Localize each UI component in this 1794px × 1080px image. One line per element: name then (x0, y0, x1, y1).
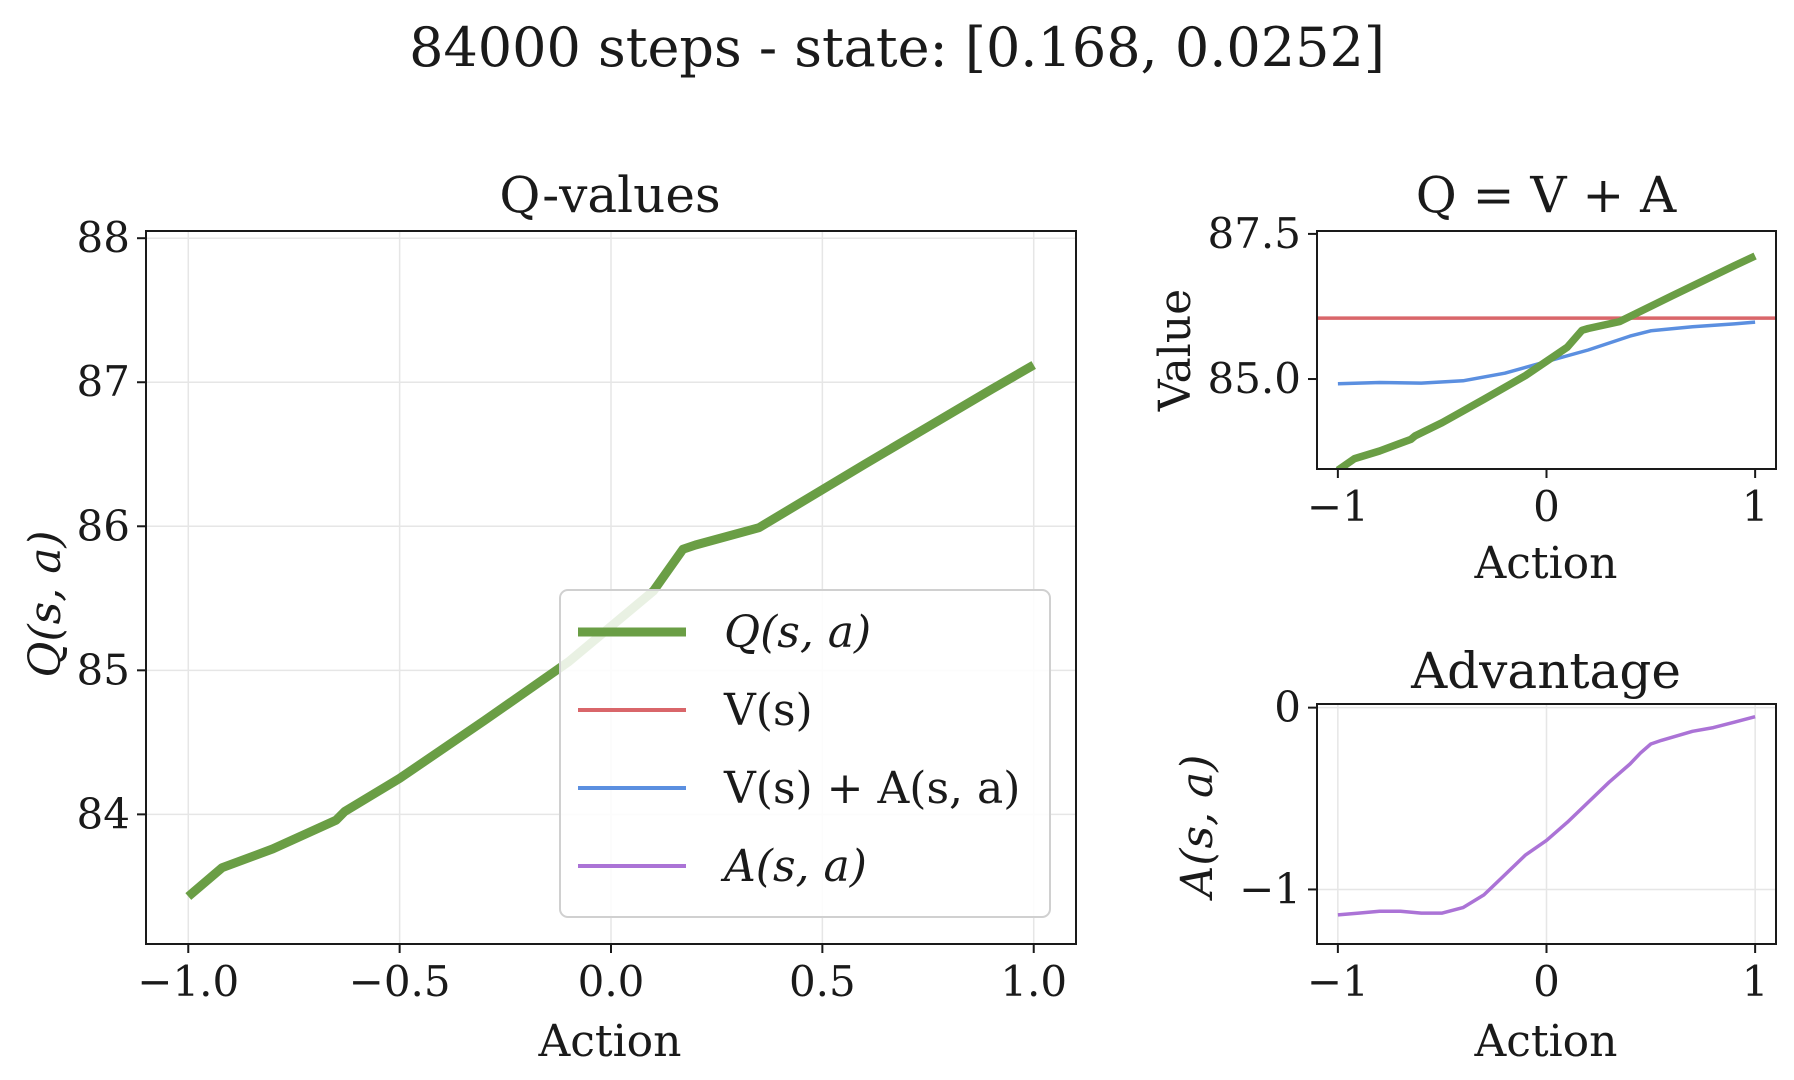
qvalues-ytick-label: 86 (77, 501, 130, 550)
decomp-title: Q = V + A (1416, 166, 1677, 224)
qvalues-xtick-label: 0.0 (578, 957, 645, 1006)
qvalues-title: Q-values (499, 166, 720, 224)
qvalues-xlabel: Action (538, 1016, 682, 1067)
advantage-xtick-label: 1 (1742, 957, 1769, 1006)
decomp-xlabel: Action (1474, 538, 1618, 589)
legend: Q(s, a) V(s) V(s) + A(s, a) A(s, a) (559, 589, 1051, 918)
qvalues-xtick-label: 0.5 (789, 957, 856, 1006)
qvalues-ytick-label: 84 (77, 789, 130, 838)
qvalues-xtick-label: −1.0 (137, 957, 239, 1006)
decomp-ylabel: Value (1150, 289, 1201, 412)
decomp-series-q-line (1335, 252, 1757, 469)
qvalues-ytick-label: 87 (77, 357, 130, 406)
legend-label-q: Q(s, a) (724, 607, 871, 658)
advantage-ytick-label: −1 (1239, 864, 1301, 913)
qvalues-ytick-label: 88 (77, 213, 130, 262)
decomp-xtick-label: 0 (1533, 482, 1560, 531)
legend-box (559, 589, 1051, 918)
decomp-ytick-label: 85.0 (1207, 354, 1301, 403)
advantage-xtick-label: 0 (1533, 957, 1560, 1006)
decomp-xtick-label: −1 (1307, 482, 1369, 531)
legend-label-va: V(s) + A(s, a) (723, 763, 1020, 814)
qvalues-xtick-label: 1.0 (1000, 957, 1067, 1006)
qvalues-xtick-label: −0.5 (349, 957, 451, 1006)
advantage-xtick-label: −1 (1307, 957, 1369, 1006)
decomp-plot-frame (1316, 230, 1777, 470)
figure-suptitle: 84000 steps - state: [0.168, 0.0252] (409, 16, 1385, 79)
decomp-panel: Q = V + A Action Value −1 0 1 85.0 87.5 (1150, 166, 1777, 589)
advantage-ylabel: A(s, a) (1172, 755, 1223, 902)
advantage-xlabel: Action (1474, 1016, 1618, 1067)
decomp-xtick-label: 1 (1742, 482, 1769, 531)
legend-label-adv: A(s, a) (720, 841, 867, 892)
advantage-series-adv-line (1337, 715, 1756, 917)
qvalues-ytick-label: 85 (77, 645, 130, 694)
advantage-panel: Advantage Action A(s, a) −1 0 1 −1 0 (1172, 642, 1777, 1067)
legend-label-v: V(s) (723, 685, 813, 736)
advantage-ytick-label: 0 (1274, 683, 1301, 732)
qvalues-ylabel: Q(s, a) (20, 530, 71, 677)
decomp-series-va-line (1337, 320, 1756, 386)
advantage-title: Advantage (1410, 642, 1681, 700)
decomp-ytick-label: 87.5 (1207, 209, 1301, 258)
